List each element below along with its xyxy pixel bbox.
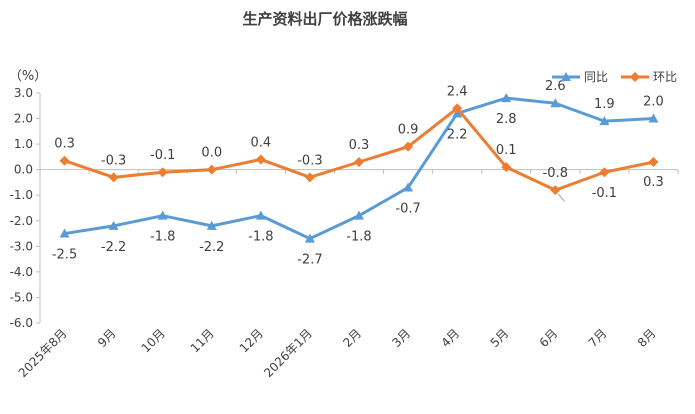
- data-label-mom: 2.4: [447, 84, 468, 99]
- y-tick-label: -1.0: [10, 188, 33, 202]
- data-point-yoy: [157, 210, 168, 220]
- data-label-yoy: -0.7: [395, 202, 420, 217]
- x-tick-label: 3月: [389, 326, 413, 350]
- data-label-mom: -0.3: [297, 153, 322, 168]
- data-point-yoy: [304, 233, 315, 243]
- x-tick-label: 5月: [488, 326, 512, 350]
- data-label-mom: 0.3: [349, 138, 370, 153]
- data-label-yoy: -1.8: [248, 230, 273, 245]
- data-point-mom: [206, 164, 217, 175]
- y-tick-label: -3.0: [10, 239, 33, 253]
- data-label-yoy: -2.7: [297, 253, 322, 268]
- data-label-yoy: 1.9: [594, 97, 615, 112]
- x-tick-label: 11月: [188, 326, 217, 355]
- legend-label-mom: 环比: [653, 70, 677, 84]
- data-point-yoy: [206, 220, 217, 230]
- data-label-yoy: -2.5: [52, 248, 77, 263]
- data-point-yoy: [550, 98, 561, 108]
- data-labels: -2.5 -2.2 -1.8 -2.2 -1.8 -2.7 -1.8 -0.7 2.2 2.8 2.…: [52, 79, 664, 267]
- data-point-mom: [403, 141, 414, 152]
- data-label-mom: -0.1: [592, 186, 617, 201]
- y-tick-label: -4.0: [10, 265, 33, 279]
- data-point-mom: [108, 172, 119, 183]
- data-point-mom: [354, 157, 364, 167]
- data-label-yoy: 2.0: [643, 95, 664, 110]
- y-tick-label: -2.0: [10, 214, 33, 228]
- data-point-yoy: [354, 210, 364, 220]
- data-label-mom: 0.3: [643, 175, 664, 190]
- data-label-yoy: 2.6: [545, 79, 566, 94]
- data-point-mom: [550, 185, 561, 196]
- chart-title: 生产资料出厂价格涨跌幅: [242, 10, 407, 28]
- x-tick-label: 10月: [139, 326, 168, 355]
- data-label-yoy: -1.8: [150, 230, 175, 245]
- x-tick-label: 2026年1月: [261, 326, 315, 380]
- x-tick-label: 8月: [635, 326, 659, 350]
- data-point-mom: [59, 155, 70, 166]
- data-point-mom: [157, 167, 168, 178]
- data-label-mom: -0.8: [543, 166, 568, 181]
- data-label-yoy: 2.2: [447, 127, 468, 142]
- data-point-mom: [648, 157, 659, 167]
- label-leader-line: [558, 193, 565, 202]
- series-layer: [59, 93, 659, 243]
- data-point-yoy: [255, 210, 266, 220]
- legend-label-yoy: 同比: [584, 70, 608, 84]
- y-tick-label: 0.0: [14, 163, 33, 177]
- y-tick-label: -6.0: [10, 316, 33, 330]
- x-tick-label: 12月: [237, 326, 266, 355]
- data-label-yoy: -1.8: [346, 230, 371, 245]
- data-label-yoy: -2.2: [199, 240, 224, 255]
- data-point-yoy: [108, 220, 119, 230]
- data-point-yoy: [501, 93, 512, 103]
- data-point-mom: [501, 162, 512, 173]
- x-tick-label: 4月: [438, 326, 462, 350]
- legend-marker-yoy: [561, 72, 571, 81]
- data-point-yoy: [59, 228, 70, 238]
- data-point-mom: [255, 154, 266, 165]
- x-tick-label: 6月: [537, 326, 561, 350]
- x-tick-label: 2025年8月: [16, 326, 70, 380]
- data-point-mom: [304, 172, 315, 183]
- data-label-mom: 0.1: [496, 143, 517, 158]
- data-label-yoy: 2.8: [496, 112, 517, 127]
- x-tick-label: 2月: [340, 326, 364, 350]
- legend: 同比 环比: [552, 70, 677, 84]
- data-label-yoy: -2.2: [101, 240, 126, 255]
- y-axis-unit: （%）: [9, 69, 47, 84]
- data-label-mom: 0.3: [54, 137, 75, 152]
- data-point-yoy: [403, 182, 414, 192]
- data-label-mom: 0.9: [398, 123, 419, 138]
- data-label-mom: -0.1: [150, 148, 175, 163]
- x-tick-label: 7月: [586, 326, 610, 350]
- data-label-mom: -0.3: [101, 153, 126, 168]
- y-tick-label: 1.0: [14, 137, 33, 151]
- y-tick-label: 3.0: [14, 86, 33, 100]
- data-point-mom: [599, 167, 610, 178]
- y-tick-label: 2.0: [14, 112, 33, 126]
- data-point-mom: [452, 103, 463, 114]
- legend-marker-mom: [630, 72, 640, 82]
- data-point-yoy: [648, 113, 659, 123]
- y-tick-label: -5.0: [10, 290, 33, 304]
- axes: 3.0 2.0 1.0 0.0 -1.0 -2.0 -3.0 -4.0 -5.0 -6.02025…: [10, 86, 679, 380]
- data-point-yoy: [599, 116, 610, 126]
- x-tick-label: 9月: [95, 326, 119, 350]
- data-label-mom: 0.4: [251, 135, 272, 150]
- data-label-mom: 0.0: [201, 146, 222, 161]
